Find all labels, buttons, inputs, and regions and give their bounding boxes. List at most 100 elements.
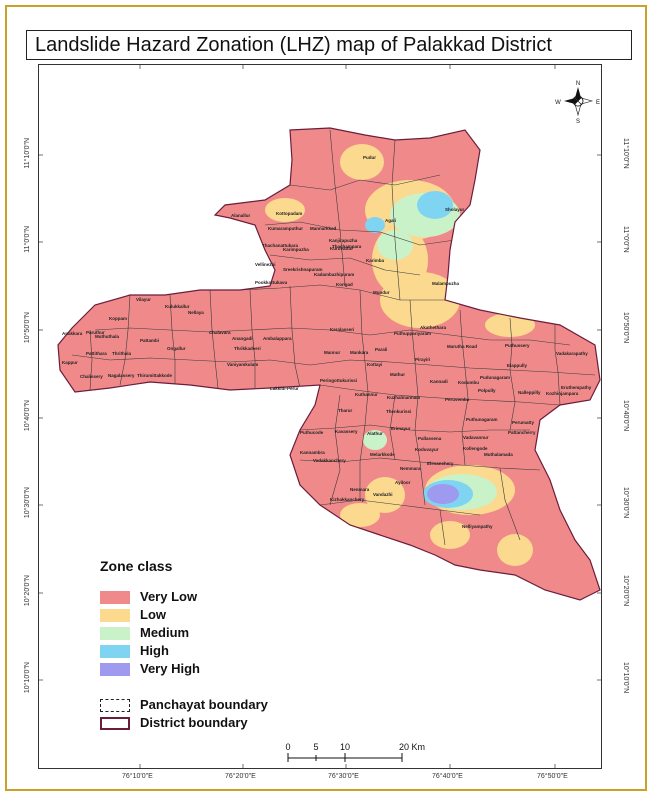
very-high-zones <box>427 484 459 504</box>
place-label: Kadambazhipuram <box>314 272 355 277</box>
place-label: Ambalappara <box>263 336 292 341</box>
place-label: Kozhinjampara <box>546 391 579 396</box>
place-label: Muthuthala <box>95 334 119 339</box>
scale-label-5: 5 <box>313 742 318 752</box>
y-tick-label-right: 11°0'0"N <box>622 226 629 253</box>
legend-label: High <box>140 643 169 658</box>
place-label: Thrithala <box>112 351 132 356</box>
y-tick-label-right: 10°40'0"N <box>622 400 629 432</box>
hazard-zones <box>71 129 596 566</box>
legend-label: District boundary <box>140 715 248 730</box>
x-tick-label: 76°40'0"E <box>432 773 463 780</box>
place-label: Kumaramputhur <box>268 226 304 231</box>
place-label: Koduvayur <box>415 447 439 452</box>
place-label: Mannur <box>324 350 341 355</box>
place-label: Kanjirapuzha <box>329 238 358 243</box>
legend-swatch <box>100 609 130 622</box>
place-label: Eruthempathy <box>561 385 592 390</box>
y-tick-label-left: 10°10'0"N <box>24 662 31 694</box>
place-label: Kuthannur <box>355 392 378 397</box>
x-tick-label: 76°10'0"E <box>122 773 153 780</box>
west-label: W <box>555 100 561 106</box>
legend-label: Medium <box>140 625 190 640</box>
place-label: Polpully <box>478 388 496 393</box>
place-label: Kuruvattur <box>330 246 354 251</box>
place-label: Puthussery <box>505 343 530 348</box>
north-arrow-icon: N S E W <box>555 81 600 125</box>
panchayat-boundaries <box>71 129 596 546</box>
place-label: Sreekrishnapuram <box>283 267 323 272</box>
place-label: Elevanchery <box>427 461 454 466</box>
place-label: Kannadi <box>430 379 448 384</box>
place-label: Akathethara <box>420 325 447 330</box>
place-label: Kodumbu <box>458 380 479 385</box>
scale-label-20: 20 Km <box>399 742 425 752</box>
south-label: S <box>576 119 580 125</box>
place-label: Chalavara <box>209 330 231 335</box>
y-tick-label-left: 10°40'0"N <box>24 400 31 432</box>
place-label: Paruthur <box>86 330 105 335</box>
place-label: Pudur <box>363 155 376 160</box>
legend-swatch <box>100 627 130 640</box>
place-label: Ongallur <box>167 346 186 351</box>
district-boundary <box>57 127 601 601</box>
place-label: Malampuzha <box>432 281 460 286</box>
place-label: Keralasseri <box>330 327 355 332</box>
map-title: Landslide Hazard Zonation (LHZ) map of P… <box>35 34 552 56</box>
place-label: Vadavannur <box>463 435 489 440</box>
y-tick-label-right: 10°10'0"N <box>622 662 629 694</box>
place-label: Kuzhalmannam <box>387 395 421 400</box>
x-tick-label: 76°20'0"E <box>225 773 256 780</box>
y-tick-label-left: 11°0'0"N <box>24 226 31 253</box>
place-label: Thrikkadeeri <box>234 346 261 351</box>
place-label: Pookkottukavu <box>255 280 288 285</box>
place-label: Kottopadam <box>276 211 303 216</box>
place-label: Tharur <box>338 408 353 413</box>
place-label: Vadakarapathy <box>556 351 588 356</box>
place-label: Vellinezhi <box>255 262 276 267</box>
y-tick-label-right: 11°10'0"N <box>622 138 629 169</box>
place-label: Nelliyampathy <box>462 524 493 529</box>
place-label: Alathur <box>367 431 383 436</box>
place-label: Thirumittakkode <box>137 373 173 378</box>
graticule-ticks <box>38 64 602 769</box>
place-label: Karimpuzha <box>283 247 309 252</box>
y-tick-label-left: 10°50'0"N <box>24 312 31 344</box>
place-label: Pirayiri <box>415 357 431 362</box>
place-label: Nellaya <box>188 310 204 315</box>
place-label: Mundur <box>373 290 390 295</box>
scale-bar: 0 5 10 20 Km <box>285 742 425 762</box>
place-label: Ayiloor <box>395 480 411 485</box>
place-label: Alanallur <box>231 213 251 218</box>
north-label: N <box>576 81 580 87</box>
place-label: Puthuppariyaram <box>394 331 432 336</box>
place-label: Kongad <box>336 282 353 287</box>
scale-label-10: 10 <box>340 742 350 752</box>
place-label: Nagalassery <box>108 373 135 378</box>
legend-label: Very Low <box>140 589 198 604</box>
place-label: Pallassena <box>418 436 442 441</box>
place-label: Agali <box>385 218 397 223</box>
legend-title: Zone class <box>100 558 173 574</box>
place-label: Lakkidi-Perur <box>270 386 299 391</box>
legend-swatch <box>100 591 130 604</box>
place-label: Thachampara <box>332 244 362 249</box>
place-label: Kannambra <box>300 450 325 455</box>
east-label: E <box>596 100 600 106</box>
place-label: Mathur <box>390 372 405 377</box>
place-label: Nemmara <box>400 466 421 471</box>
place-label: Sholayur <box>445 207 465 212</box>
place-label: Erimayur <box>391 426 411 431</box>
place-label: Karimba <box>366 258 385 263</box>
legend-label: Very High <box>140 661 200 676</box>
title-box: Landslide Hazard Zonation (LHZ) map of P… <box>26 30 632 60</box>
scale-label-0: 0 <box>285 742 290 752</box>
legend-swatch <box>100 645 130 658</box>
place-label: Kappur <box>62 360 78 365</box>
place-label: Anakkara <box>62 331 83 336</box>
y-tick-label-left: 11°10'0"N <box>24 138 31 169</box>
legend-swatch-panchayat <box>100 699 130 712</box>
y-tick-label-right: 10°20'0"N <box>622 575 629 607</box>
place-label: Chalissery <box>80 374 103 379</box>
